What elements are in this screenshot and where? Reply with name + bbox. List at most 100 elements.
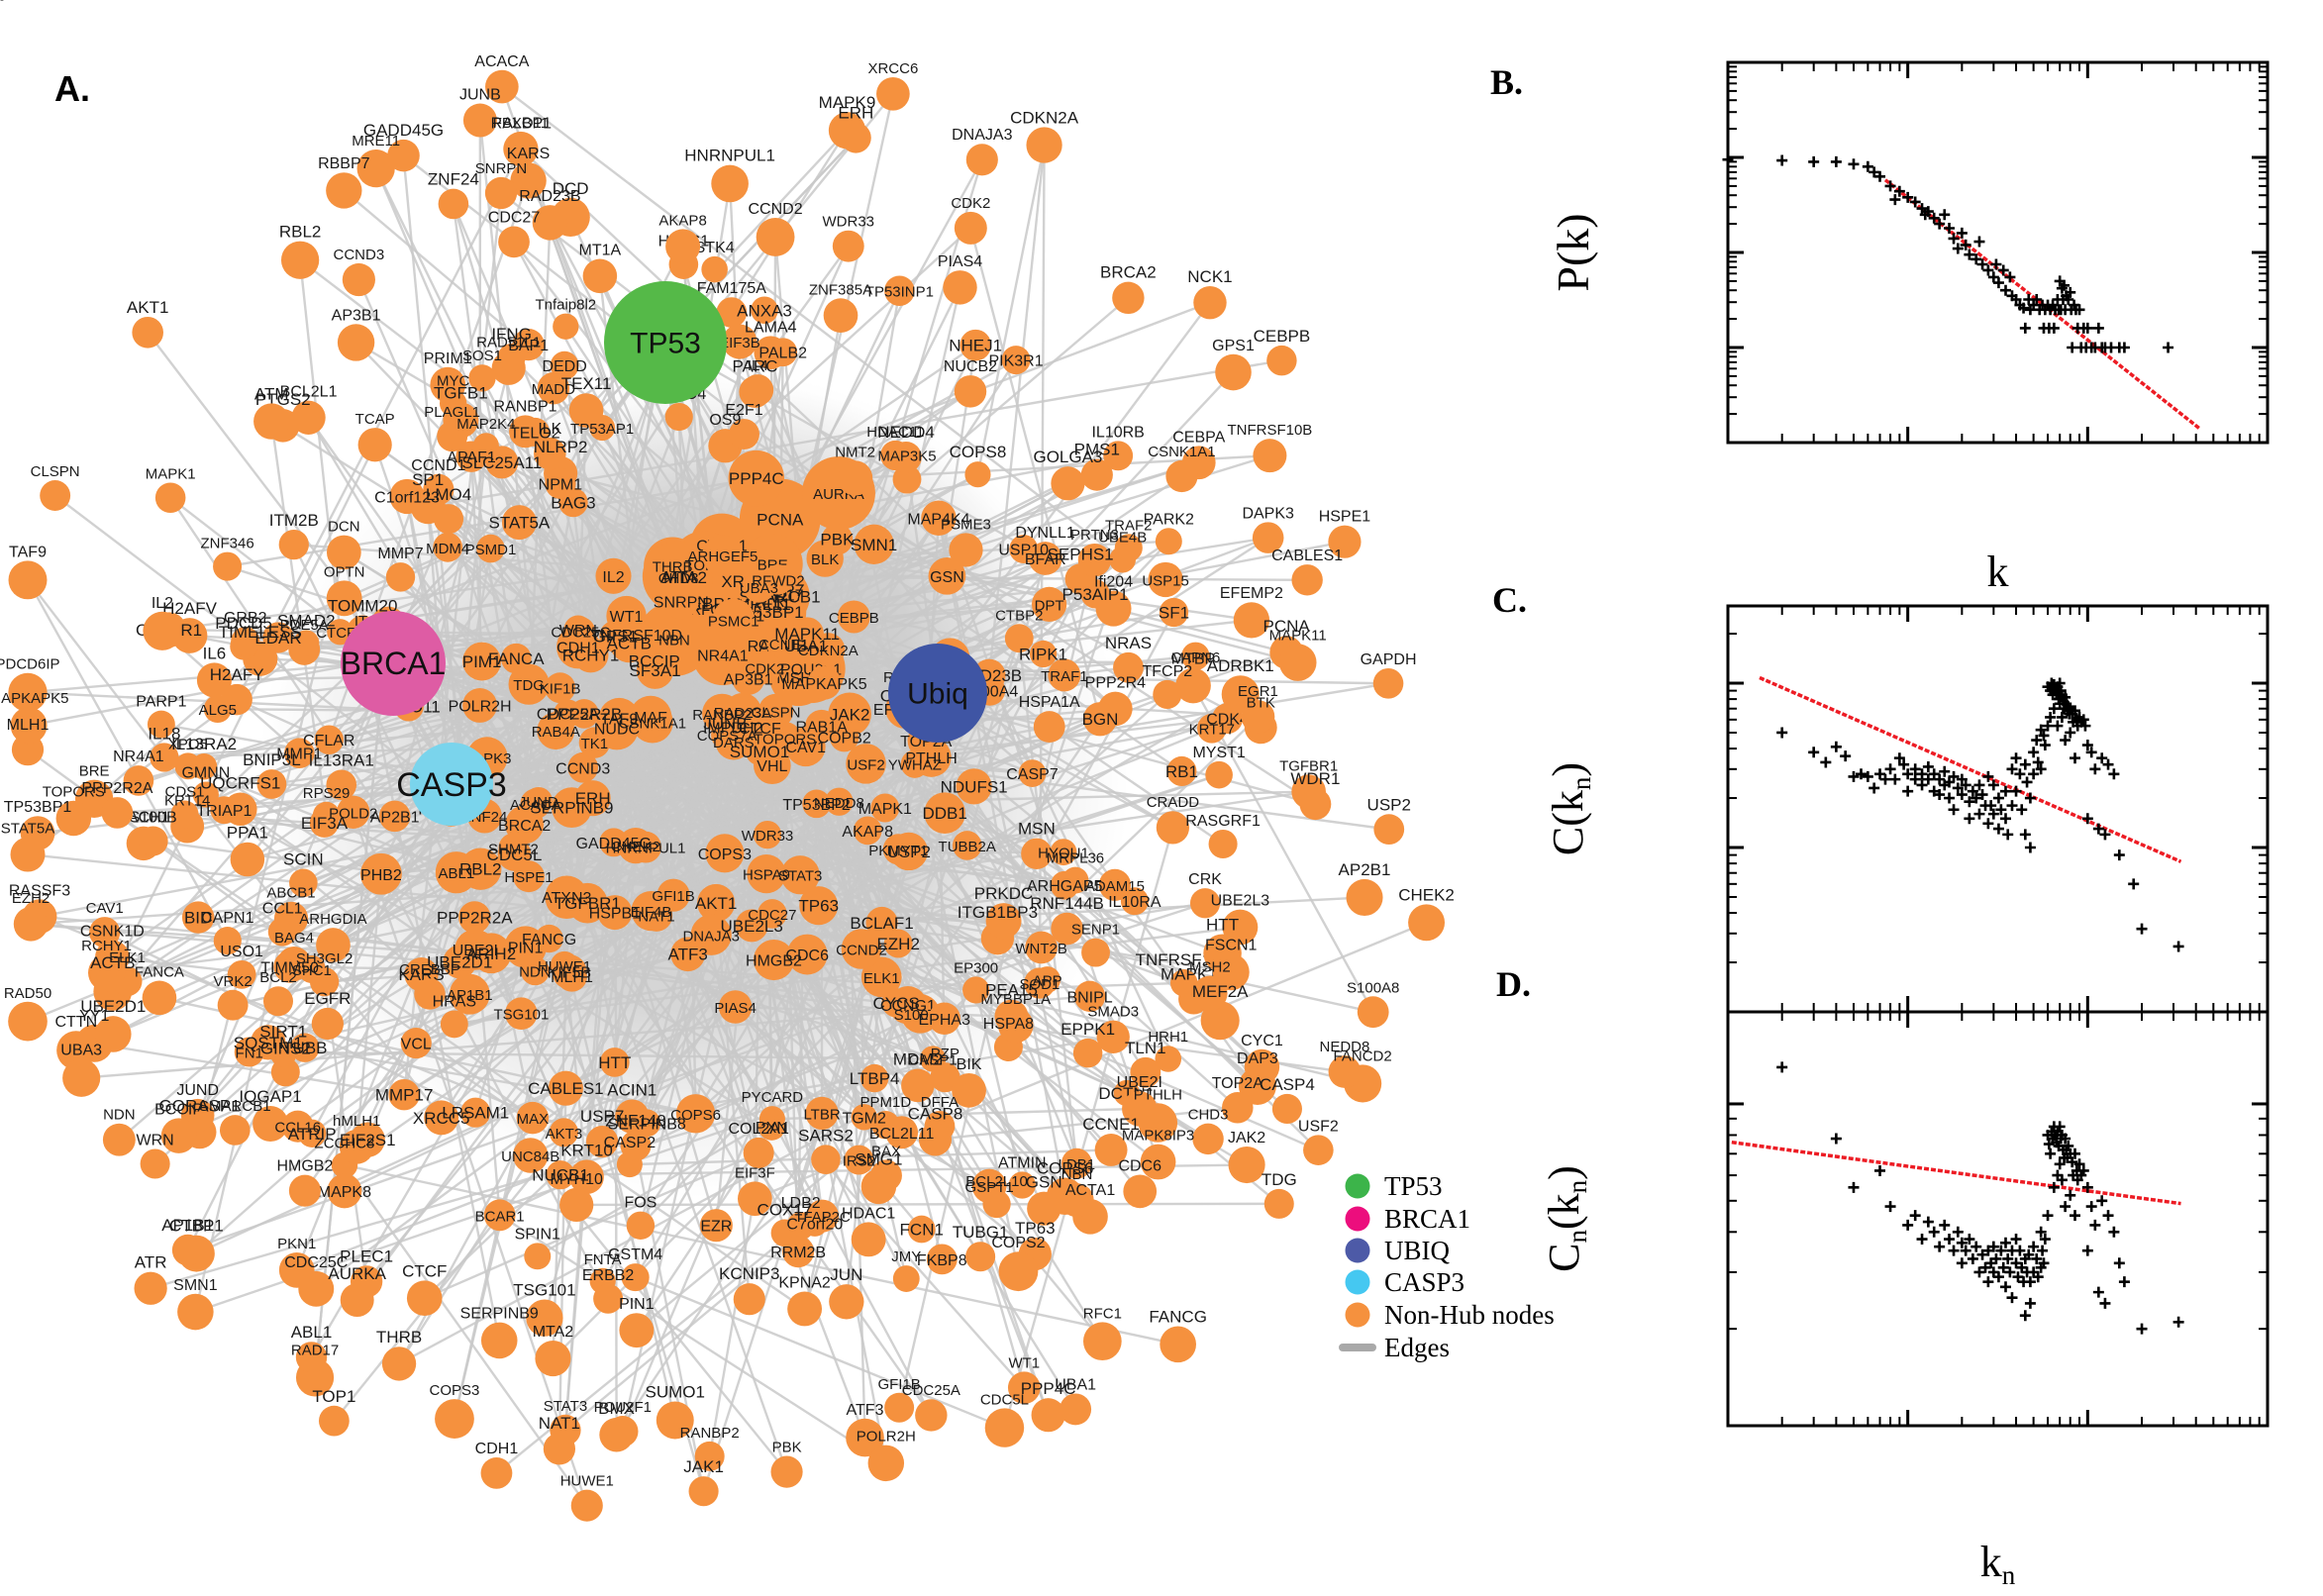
network-node-label: CCND1 [411,457,465,474]
network-node-label: PIN1 [508,941,544,957]
network-node-label: NUCB1 [532,1166,589,1185]
network-node-label: ZNF346 [200,536,253,552]
network-node-label: DARS [713,735,755,751]
legend-item-casp3: CASP3 [1345,1267,1464,1297]
network-node [892,464,922,494]
network-node-label: USP2 [1367,795,1411,814]
network-node [748,650,782,685]
network-node [1008,1171,1036,1199]
network-node [190,753,218,780]
network-node-label: LDB1 [1059,1156,1096,1173]
network-node [213,551,243,581]
network-node-label: MTA2 [533,1324,574,1341]
network-node-label: CASP8 [908,1104,963,1123]
network-edge [352,811,588,1507]
network-node-label: ATRIP [288,1125,337,1144]
network-node-label: SIRT1 [259,1023,307,1042]
network-node-label: HNRNPUL1 [606,841,686,857]
network-graph: TP53BP1CTBP1MTA2THRBCEBPAPCNAXRCC6RAD50N… [0,53,1455,1522]
network-node-label: POU2F1 [594,1399,652,1416]
network-node-label: CTCF [739,721,781,738]
network-node [134,1271,167,1305]
network-node-label: CASP7 [1006,766,1059,783]
network-node-label: NEDD8 [814,795,864,812]
network-node [952,1072,986,1108]
network-node [1007,1371,1041,1404]
network-node-label: EZH2 [12,890,50,907]
network-node [1271,1093,1302,1125]
network-node-label: CDC25C [551,625,610,642]
network-node [851,1222,886,1257]
network-node [1189,888,1221,919]
network-node [520,417,550,448]
network-node [1073,980,1106,1012]
network-node-label: COPS8 [950,443,1007,461]
network-node [154,482,186,514]
network-node [298,1119,327,1148]
network-node [597,895,633,931]
network-node-label: MAX [517,1111,550,1128]
network-node [1278,644,1317,681]
network-node [882,834,914,865]
network-node-label: CTTN [54,1014,97,1031]
network-node-label: HRH1 [1148,1029,1188,1046]
network-node [811,1145,841,1174]
network-node-label: PPP4C [1021,1379,1076,1398]
network-node [1081,938,1110,967]
network-node [326,580,362,617]
network-node-label: CCL16 [274,1120,321,1137]
network-node-label: WT1 [610,609,644,626]
network-node-label: RASGRF1 [1185,813,1261,830]
network-node-label: PDE5A [280,617,329,634]
network-node-label: HSPE1 [504,869,553,886]
network-node-label: TSG101 [493,1007,549,1024]
network-node [699,1209,733,1243]
network-edge [676,576,824,1217]
network-node-label: HYOU1 [1038,846,1089,862]
network-node-label: CRADD [1147,794,1200,811]
network-node-label: C7orf20 [786,1217,843,1234]
plot-frame [1726,1010,2270,1428]
network-node-label: PPA1 [227,824,268,843]
network-node-label: USP10 [998,543,1049,559]
network-node [1222,909,1259,946]
network-node-label: PPP2R4 [1085,675,1146,692]
legend-item-ubiq: UBIQ [1345,1236,1450,1265]
network-node [280,241,320,279]
network-node-label: TK1 [581,736,609,752]
network-node [227,959,256,989]
network-node [1148,561,1183,598]
network-node-label: IL13RA2 [171,735,237,753]
network-node-label: MYH10 [551,1171,603,1188]
network-node [1004,624,1034,653]
network-node [985,903,1022,940]
network-node-label: EIF4B [631,904,672,921]
network-node [480,1322,518,1359]
network-node [918,1123,953,1156]
network-node-label: CCND3 [334,247,385,263]
network-node-label: APAF1 [447,449,496,466]
network-node-label: HSPA9 [743,867,790,884]
network-node-label: TIMM50 [260,959,319,976]
network-node [291,400,326,435]
network-node-label: IL13RA1 [309,750,374,769]
network-node-label: COPS2 [991,1235,1045,1251]
network-node-label: JUND [176,1082,219,1099]
network-node-label: RCHY1 [562,646,620,664]
network-node-label: AKT3 [546,1126,583,1143]
network-node [964,461,991,488]
network-node [758,693,794,729]
network-node [965,1242,996,1272]
network-node-label: LTBR [803,1106,840,1123]
network-node [712,598,756,643]
scatter-points [1776,1061,2184,1335]
network-node [626,1211,656,1241]
network-node-label: HTT [598,1053,631,1072]
network-node-label: ADAM15 [1085,878,1145,895]
network-node [860,1168,897,1205]
network-node-label: CAV1 [785,740,826,756]
network-node [1291,564,1323,596]
network-node-label: Ifi204 [1094,574,1133,591]
network-node [94,1016,132,1052]
network-node-label: GADD45G [576,836,652,852]
